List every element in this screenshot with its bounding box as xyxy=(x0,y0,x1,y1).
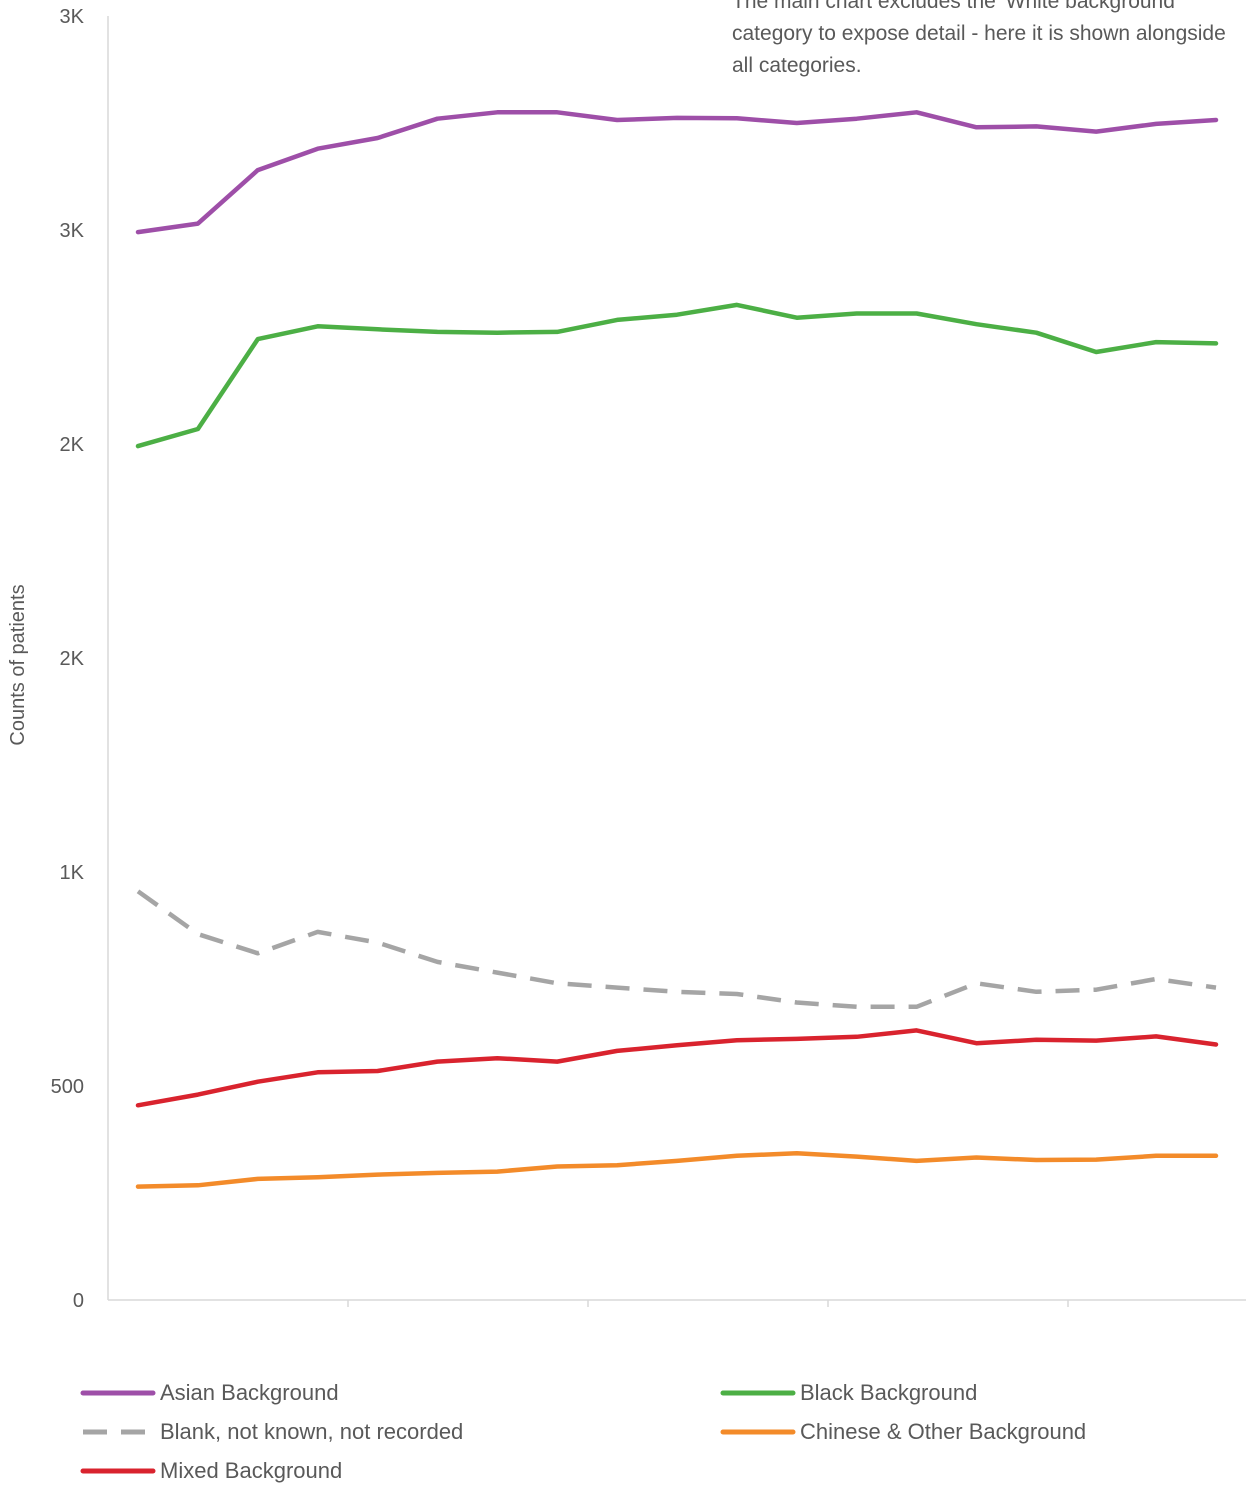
legend-swatch xyxy=(80,1429,156,1435)
chart-series xyxy=(138,112,1216,1186)
legend-item: Chinese & Other Background xyxy=(720,1415,1086,1449)
y-tick-label: 1K xyxy=(60,862,85,884)
legend-label: Chinese & Other Background xyxy=(800,1419,1086,1445)
y-axis-title: Counts of patients xyxy=(7,584,29,745)
legend-swatch xyxy=(80,1468,156,1474)
legend-label: Mixed Background xyxy=(160,1458,342,1484)
y-tick-label: 2K xyxy=(60,648,85,670)
legend-swatch xyxy=(80,1390,156,1396)
legend-item: Asian Background xyxy=(80,1376,339,1410)
chart-axes xyxy=(108,16,1246,1307)
chart-annotation: The main chart excludes the 'White backg… xyxy=(732,0,1242,82)
series-line-chinese-other-background xyxy=(138,1153,1216,1186)
y-tick-label: 500 xyxy=(51,1076,84,1098)
legend-label: Asian Background xyxy=(160,1380,339,1406)
series-line-mixed-background xyxy=(138,1030,1216,1105)
series-line-blank-not-known-not-recorded xyxy=(138,891,1216,1007)
y-tick-label: 2K xyxy=(60,434,85,456)
legend-swatch xyxy=(720,1390,796,1396)
series-line-asian-background xyxy=(138,112,1216,232)
y-tick-label: 0 xyxy=(73,1290,84,1312)
y-tick-label: 3K xyxy=(60,6,85,28)
legend-label: Black Background xyxy=(800,1380,977,1406)
y-tick-label: 3K xyxy=(60,220,85,242)
series-line-black-background xyxy=(138,305,1216,446)
legend-swatch xyxy=(720,1429,796,1435)
legend-item: Blank, not known, not recorded xyxy=(80,1415,463,1449)
legend-label: Blank, not known, not recorded xyxy=(160,1419,463,1445)
legend-item: Black Background xyxy=(720,1376,977,1410)
y-axis-tick-labels: 0 500 1K 2K 2K 3K 3K xyxy=(51,6,85,1312)
